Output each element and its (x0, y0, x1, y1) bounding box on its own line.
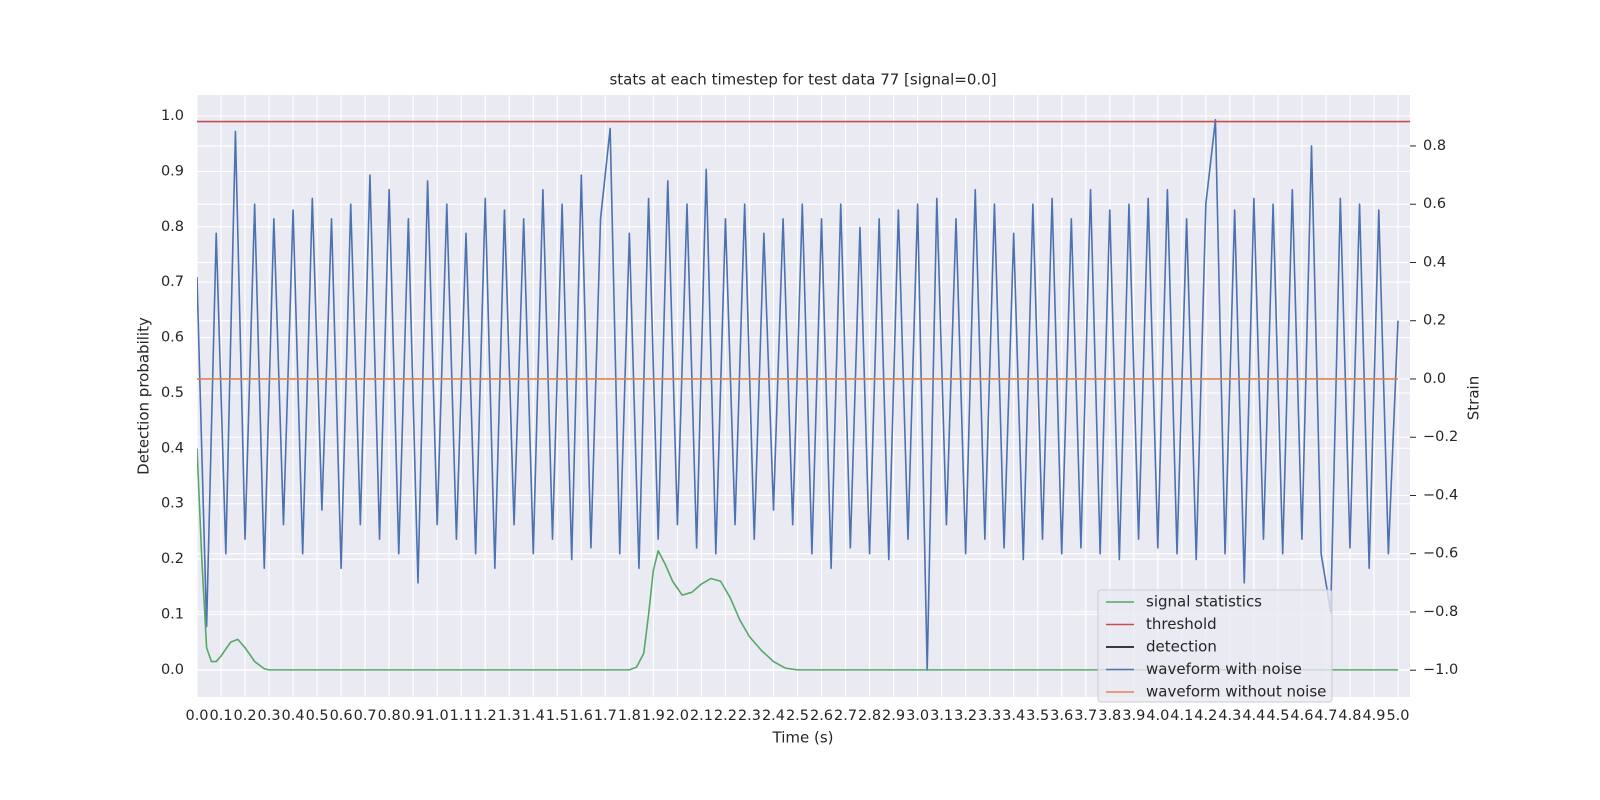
x-tick-label: 1.0 (426, 708, 449, 724)
x-tick-label: 4.7 (1314, 708, 1337, 724)
x-tick-label: 2.3 (738, 708, 761, 724)
y-tick-label: 0.2 (161, 551, 184, 567)
x-tick-label: 4.4 (1242, 708, 1265, 724)
series-line (197, 448, 1398, 671)
x-tick-label: 3.9 (1122, 708, 1145, 724)
x-tick-label: 2.8 (858, 708, 881, 724)
legend-label: waveform with noise (1146, 660, 1302, 678)
x-tick-label: 2.0 (666, 708, 689, 724)
y-tick-label: 0.1 (161, 606, 184, 622)
x-tick-label: 1.1 (450, 708, 473, 724)
x-tick-label: 3.4 (1002, 708, 1025, 724)
x-tick-label: 5.0 (1386, 708, 1409, 724)
legend-label: waveform without noise (1146, 683, 1326, 701)
legend-box (1097, 589, 1333, 703)
x-tick-label: 4.1 (1170, 708, 1193, 724)
y2-axis-label: Strain (1465, 376, 1483, 420)
y-tick-label: 0.7 (161, 274, 184, 290)
legend: signal statistics threshold detection wavef… (1097, 589, 1333, 703)
y-tick-label: 0.8 (161, 219, 184, 235)
x-tick-label: 0.9 (402, 708, 425, 724)
x-tick-label: 2.4 (762, 708, 785, 724)
x-tick-label: 0.2 (234, 708, 257, 724)
ticks: 0.0 0.1 0.2 0.3 0.4 0.5 0.6 0.7 0.8 0.9 1.0 1.1 1.2 1… (161, 108, 1458, 724)
x-tick-label: 3.3 (978, 708, 1001, 724)
y2-tick-label: −1.0 (1423, 662, 1458, 678)
x-tick-label: 1.8 (618, 708, 641, 724)
y-tick-label: 0.9 (161, 163, 184, 179)
x-tick-label: 3.1 (930, 708, 953, 724)
x-tick-label: 0.8 (378, 708, 401, 724)
y-tick-label: 0.5 (161, 385, 184, 401)
y-tick-label: 0.3 (161, 496, 184, 512)
x-tick-label: 0.6 (330, 708, 353, 724)
x-tick-label: 0.4 (282, 708, 305, 724)
x-tick-label: 0.5 (306, 708, 329, 724)
x-tick-label: 2.1 (690, 708, 713, 724)
y2-tick-label: 0.6 (1423, 196, 1446, 212)
x-tick-label: 2.7 (834, 708, 857, 724)
x-tick-label: 3.8 (1098, 708, 1121, 724)
x-tick-label: 3.6 (1050, 708, 1073, 724)
x-tick-label: 1.7 (594, 708, 617, 724)
x-tick-label: 0.1 (209, 708, 232, 724)
y2-tick-label: 0.2 (1423, 313, 1446, 329)
x-tick-label: 2.2 (714, 708, 737, 724)
x-tick-label: 0.7 (354, 708, 377, 724)
x-axis-label: Time (s) (772, 729, 834, 747)
x-tick-label: 0.0 (185, 708, 208, 724)
x-tick-label: 2.5 (786, 708, 809, 724)
x-tick-label: 3.0 (906, 708, 929, 724)
legend-label: threshold (1146, 615, 1217, 633)
y-tick-label: 0.0 (161, 662, 184, 678)
x-tick-label: 0.3 (258, 708, 281, 724)
legend-label: signal statistics (1146, 593, 1262, 611)
y2-tick-label: 0.8 (1423, 138, 1446, 154)
x-tick-label: 3.5 (1026, 708, 1049, 724)
y-tick-label: 0.6 (161, 330, 184, 346)
series-lines (197, 118, 1410, 672)
x-tick-label: 1.6 (570, 708, 593, 724)
x-tick-label: 3.7 (1074, 708, 1097, 724)
x-tick-label: 1.4 (522, 708, 545, 724)
x-tick-label: 2.6 (810, 708, 833, 724)
x-tick-label: 2.9 (882, 708, 905, 724)
legend-label: detection (1146, 638, 1217, 656)
x-tick-label: 4.2 (1194, 708, 1217, 724)
y2-tick-label: −0.4 (1423, 487, 1458, 503)
x-tick-label: 1.9 (642, 708, 665, 724)
x-tick-label: 4.8 (1338, 708, 1361, 724)
y2-tick-label: 0.4 (1423, 254, 1446, 270)
x-tick-label: 1.5 (546, 708, 569, 724)
y2-tick-label: −0.8 (1423, 604, 1458, 620)
y-tick-label: 0.4 (161, 440, 184, 456)
chart-title: stats at each timestep for test data 77 … (609, 71, 996, 89)
x-tick-label: 4.0 (1146, 708, 1169, 724)
x-tick-label: 4.5 (1266, 708, 1289, 724)
y2-tick-label: −0.6 (1423, 546, 1458, 562)
series-line (197, 118, 1399, 672)
x-tick-label: 4.9 (1362, 708, 1385, 724)
y-tick-label: 1.0 (161, 108, 184, 124)
x-tick-label: 1.2 (474, 708, 497, 724)
x-tick-label: 4.3 (1218, 708, 1241, 724)
x-tick-label: 3.2 (954, 708, 977, 724)
x-tick-label: 1.3 (498, 708, 521, 724)
y-axis-label: Detection probability (135, 317, 153, 475)
x-tick-label: 4.6 (1290, 708, 1313, 724)
y2-tick-label: −0.2 (1423, 429, 1458, 445)
y2-tick-label: 0.0 (1423, 371, 1446, 387)
